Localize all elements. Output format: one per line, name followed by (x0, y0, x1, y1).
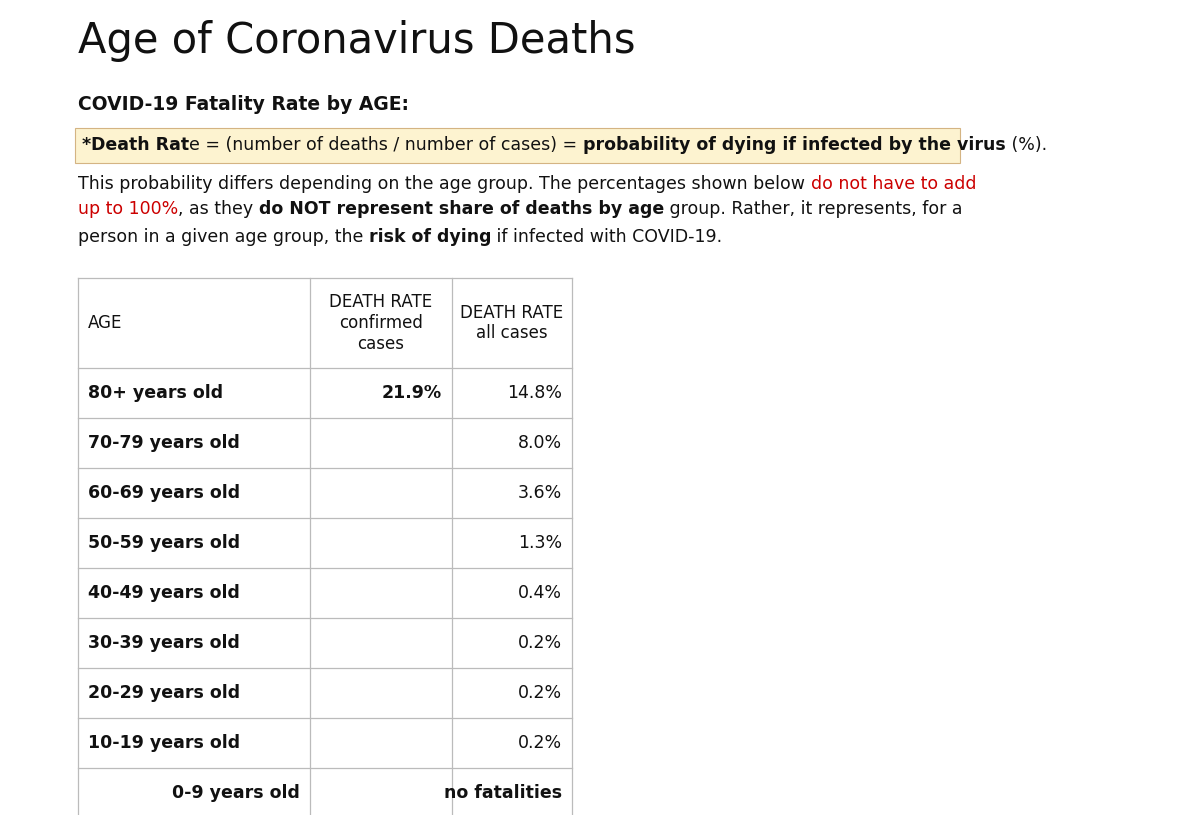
Text: 80+ years old: 80+ years old (88, 384, 223, 402)
Text: if infected with COVID-19.: if infected with COVID-19. (491, 228, 722, 246)
Text: 10-19 years old: 10-19 years old (88, 734, 240, 752)
Text: DEATH RATE
all cases: DEATH RATE all cases (461, 304, 564, 342)
Text: 0.2%: 0.2% (518, 684, 562, 702)
Text: probability of dying if infected by the virus: probability of dying if infected by the … (583, 136, 1006, 154)
Text: COVID-19 Fatality Rate by AGE:: COVID-19 Fatality Rate by AGE: (78, 95, 409, 114)
Text: 0.2%: 0.2% (518, 634, 562, 652)
Text: Death Rat: Death Rat (91, 136, 190, 154)
Text: 1.3%: 1.3% (518, 534, 562, 552)
Text: do NOT represent share of deaths by age: do NOT represent share of deaths by age (259, 200, 664, 218)
Text: AGE: AGE (88, 314, 122, 332)
Text: risk of dying: risk of dying (368, 228, 491, 246)
Text: e = (number of deaths / number of cases) =: e = (number of deaths / number of cases)… (190, 136, 583, 154)
Text: 50-59 years old: 50-59 years old (88, 534, 240, 552)
Text: 3.6%: 3.6% (517, 484, 562, 502)
Text: 70-79 years old: 70-79 years old (88, 434, 240, 452)
Text: 14.8%: 14.8% (508, 384, 562, 402)
Text: up to 100%: up to 100% (78, 200, 179, 218)
Text: group. Rather, it represents, for a: group. Rather, it represents, for a (664, 200, 962, 218)
Text: no fatalities: no fatalities (444, 784, 562, 802)
Text: 8.0%: 8.0% (518, 434, 562, 452)
Text: 0.2%: 0.2% (518, 734, 562, 752)
Text: 60-69 years old: 60-69 years old (88, 484, 240, 502)
Text: person in a given age group, the: person in a given age group, the (78, 228, 368, 246)
Text: 40-49 years old: 40-49 years old (88, 584, 240, 602)
Text: 20-29 years old: 20-29 years old (88, 684, 240, 702)
Text: 0.4%: 0.4% (518, 584, 562, 602)
Text: (%).: (%). (1006, 136, 1046, 154)
Text: do not have to add: do not have to add (810, 175, 976, 193)
Text: 30-39 years old: 30-39 years old (88, 634, 240, 652)
Text: *: * (82, 136, 91, 154)
Text: This probability differs depending on the age group. The percentages shown below: This probability differs depending on th… (78, 175, 810, 193)
Text: 21.9%: 21.9% (382, 384, 442, 402)
Text: , as they: , as they (179, 200, 259, 218)
Text: DEATH RATE
confirmed
cases: DEATH RATE confirmed cases (330, 293, 432, 353)
Text: Age of Coronavirus Deaths: Age of Coronavirus Deaths (78, 20, 636, 62)
Text: 0-9 years old: 0-9 years old (172, 784, 300, 802)
